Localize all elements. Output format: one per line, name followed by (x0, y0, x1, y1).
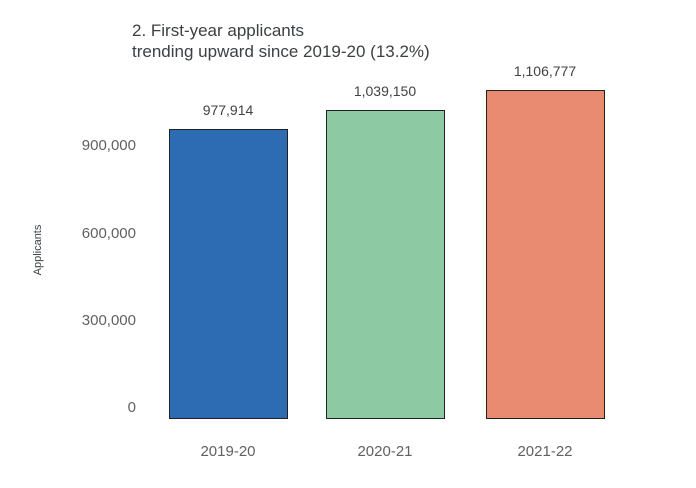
bar (325, 110, 445, 419)
y-tick-label: 300,000 (81, 311, 136, 329)
bar-value-label: 1,106,777 (513, 63, 577, 80)
chart-title: 2. First-year applicants trending upward… (132, 20, 430, 62)
y-tick-label: 0 (127, 399, 136, 416)
x-tick-label: 2020-21 (357, 443, 413, 460)
y-tick-label: 900,000 (81, 137, 136, 155)
y-tick-label: 600,000 (81, 224, 136, 242)
bar (168, 128, 288, 419)
bar (485, 90, 605, 419)
bar-value-label: 1,039,150 (353, 83, 417, 100)
x-tick-label: 2021-22 (517, 443, 573, 460)
chart-title-line-1: 2. First-year applicants (132, 21, 304, 40)
bar-value-label: 977,914 (202, 101, 254, 118)
chart-title-line-2: trending upward since 2019-20 (13.2%) (132, 42, 430, 61)
x-tick-label: 2019-20 (200, 443, 256, 460)
